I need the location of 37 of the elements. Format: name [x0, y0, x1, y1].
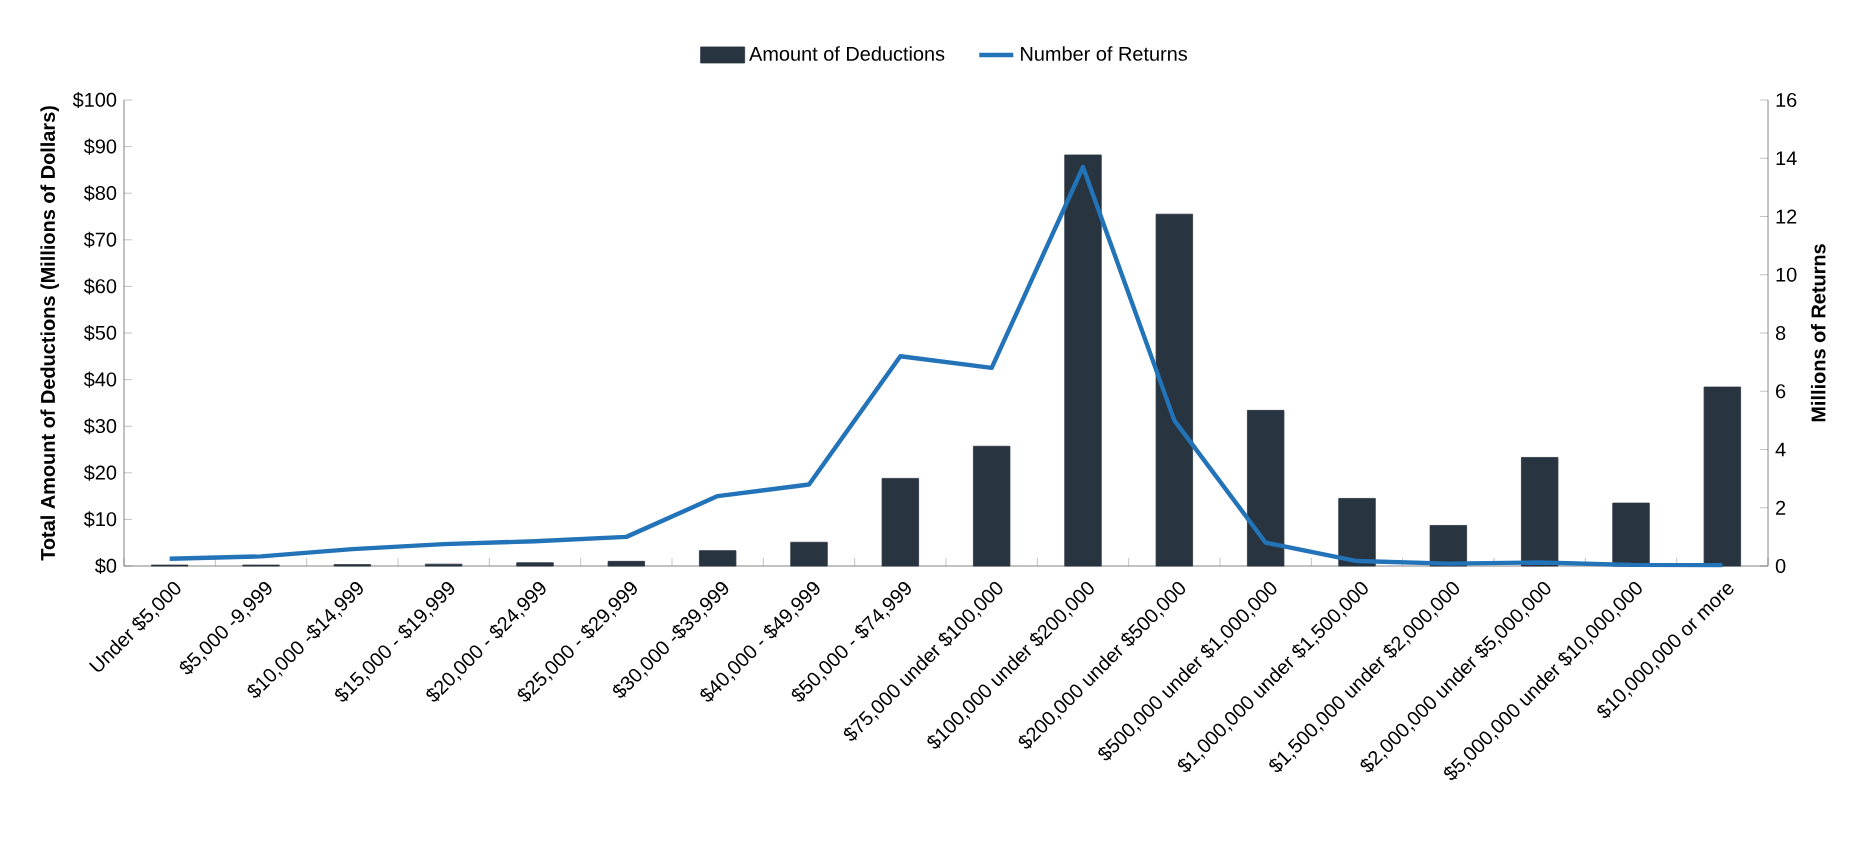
bar	[1338, 498, 1376, 567]
y2-tick-label: 14	[1776, 151, 1797, 166]
legend-label: Amount of Deductions	[749, 46, 945, 61]
bar	[790, 541, 828, 567]
y-tick-label: $100	[72, 91, 117, 109]
y2-tick-label: 12	[1776, 209, 1797, 224]
line-series	[167, 164, 1725, 568]
bar	[516, 562, 554, 567]
y2-tick-label: 4	[1775, 442, 1786, 457]
y2-axis-title: Millions of Returns	[1810, 244, 1826, 422]
y2-tick-label: 2	[1776, 500, 1786, 515]
y-tick-label: $80	[83, 185, 117, 202]
bar	[1521, 457, 1559, 567]
bar	[1155, 213, 1194, 567]
y2-tick-label: 16	[1776, 92, 1797, 108]
y-tick-label: $10	[83, 511, 117, 528]
bar	[881, 477, 920, 567]
y-tick-label: $50	[83, 324, 117, 342]
bar	[973, 445, 1011, 567]
y2-tick-label: 0	[1775, 558, 1786, 574]
y2-tick-label: 8	[1775, 325, 1786, 341]
y-tick-label: $40	[83, 371, 117, 388]
bar	[1064, 154, 1102, 567]
legend-label: Number of Returns	[1021, 46, 1188, 61]
bar	[1703, 386, 1742, 567]
y-tick-label: $90	[83, 138, 117, 155]
y2-tick-label: 10	[1776, 267, 1797, 282]
bar	[699, 550, 737, 567]
bar	[607, 560, 645, 567]
y-tick-label: $0	[95, 557, 117, 575]
y2-tick-label: 6	[1776, 384, 1786, 399]
y-tick-label: $70	[83, 231, 117, 248]
bar	[1247, 409, 1285, 567]
y-tick-label: $60	[83, 278, 117, 295]
y-axis-title: Total Amount of Deductions (Millions of Dollars)	[40, 106, 59, 561]
y-tick-label: $20	[83, 464, 117, 481]
y-tick-label: $30	[83, 418, 117, 435]
